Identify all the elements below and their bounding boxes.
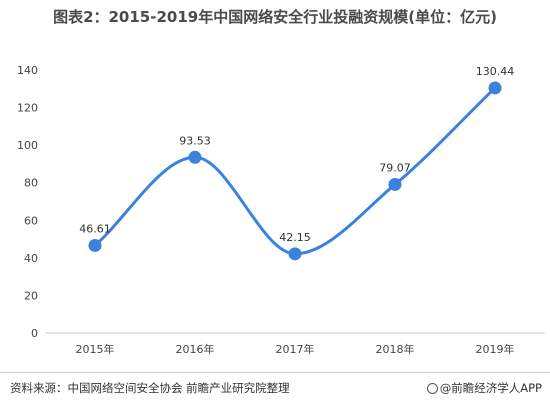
footer: 资料来源：中国网络空间安全协会 前瞻产业研究院整理 @前瞻经济学人APP [0, 372, 550, 407]
source-text: 资料来源：中国网络空间安全协会 前瞻产业研究院整理 [10, 381, 290, 395]
data-label: 46.61 [79, 222, 111, 235]
x-tick-label: 2018年 [376, 342, 415, 356]
series-line [94, 86, 497, 256]
data-point [188, 150, 202, 164]
data-labels: 46.61 93.53 42.15 79.07 130.44 [79, 65, 514, 244]
y-tick-label: 60 [24, 214, 38, 227]
data-label: 79.07 [379, 161, 411, 174]
credit: @前瞻经济学人APP [426, 380, 542, 396]
logo-icon [426, 383, 438, 394]
data-label: 42.15 [279, 231, 311, 244]
x-tick-label: 2017年 [276, 342, 315, 356]
y-tick-label: 140 [17, 64, 38, 77]
y-tick-label: 40 [24, 252, 38, 265]
data-points [88, 81, 502, 261]
data-point [488, 81, 502, 95]
data-point [88, 238, 102, 252]
chart-title: 图表2：2015-2019年中国网络安全行业投融资规模(单位：亿元) [53, 8, 497, 26]
data-label: 93.53 [179, 134, 211, 147]
y-tick-label: 80 [24, 177, 38, 190]
x-tick-label: 2019年 [476, 342, 515, 356]
x-tick-label: 2015年 [76, 342, 115, 356]
x-tick-label: 2016年 [176, 342, 215, 356]
y-tick-label: 0 [31, 327, 38, 340]
data-point [288, 247, 302, 261]
data-label: 130.44 [476, 65, 515, 78]
y-tick-label: 120 [17, 102, 38, 115]
data-point [388, 177, 402, 191]
y-tick-label: 100 [17, 139, 38, 152]
credit-text: @前瞻经济学人APP [439, 381, 542, 395]
x-axis: 2015年 2016年 2017年 2018年 2019年 [76, 342, 515, 356]
y-tick-label: 20 [24, 289, 38, 302]
y-axis: 0 20 40 60 80 100 120 140 [17, 64, 38, 340]
